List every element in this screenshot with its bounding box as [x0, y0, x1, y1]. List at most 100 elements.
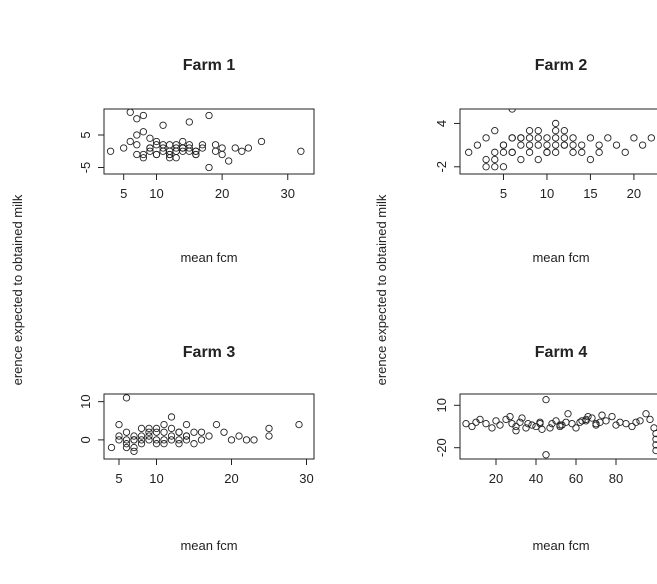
data-point: [621, 148, 629, 156]
data-point: [534, 155, 542, 164]
data-point: [576, 418, 584, 426]
data-point: [106, 147, 115, 155]
data-point: [167, 413, 176, 421]
data-point: [473, 141, 482, 149]
data-point: [165, 141, 174, 149]
data-point: [652, 435, 657, 443]
data-point: [160, 440, 168, 448]
data-point: [146, 144, 154, 152]
x-tick-label: 40: [529, 471, 543, 486]
data-point: [235, 432, 243, 440]
panel-xlabel: mean fcm: [532, 538, 589, 553]
y-tick-label: 0: [78, 436, 93, 443]
data-point: [190, 428, 198, 436]
data-point: [582, 417, 590, 425]
data-point: [595, 148, 603, 156]
data-point: [586, 155, 595, 164]
data-point: [508, 148, 516, 156]
data-point: [182, 420, 191, 429]
data-point: [528, 421, 536, 429]
data-point: [534, 127, 542, 135]
data-point: [588, 414, 596, 422]
data-point: [628, 422, 636, 431]
data-point: [512, 427, 520, 435]
data-point: [462, 420, 470, 428]
data-point: [115, 436, 123, 444]
data-point: [652, 441, 657, 449]
data-point: [152, 137, 161, 146]
data-point: [482, 163, 490, 171]
data-point: [552, 127, 560, 135]
data-point: [137, 424, 146, 433]
data-point: [525, 148, 534, 156]
data-point: [115, 432, 123, 440]
data-point: [560, 127, 568, 135]
panel-title: Farm 4: [535, 344, 588, 361]
data-point: [122, 443, 131, 452]
data-point: [159, 141, 167, 149]
data-point: [211, 141, 220, 149]
x-tick-label: 30: [299, 471, 313, 486]
data-point: [192, 147, 200, 155]
data-point: [238, 147, 246, 155]
data-point: [638, 141, 647, 149]
data-point: [482, 420, 490, 428]
data-point: [145, 424, 153, 433]
data-point: [482, 155, 490, 164]
data-point: [652, 429, 657, 438]
panel-title: Farm 2: [535, 57, 588, 74]
data-point: [167, 432, 176, 440]
data-point: [160, 420, 168, 429]
data-point: [592, 420, 600, 428]
data-point: [512, 422, 520, 431]
data-point: [152, 440, 161, 448]
data-point: [525, 141, 534, 149]
data-point: [137, 432, 146, 440]
data-point: [159, 144, 167, 152]
data-point: [499, 141, 508, 149]
data-point: [543, 148, 551, 156]
data-point: [130, 436, 138, 444]
plot-frame: [459, 393, 657, 460]
x-tick-label: 10: [149, 471, 163, 486]
data-point: [468, 422, 476, 431]
data-point: [630, 134, 638, 142]
data-point: [492, 417, 500, 425]
data-point: [227, 436, 236, 444]
panel-title: Farm 3: [183, 344, 236, 361]
data-point: [476, 415, 484, 424]
x-tick-label: 5: [120, 186, 127, 201]
data-point: [652, 446, 657, 455]
data-point: [145, 432, 153, 440]
data-point: [197, 436, 206, 444]
y-tick-label: -2: [434, 161, 449, 173]
data-point: [642, 410, 650, 418]
data-point: [185, 141, 193, 149]
data-point: [160, 436, 168, 444]
data-point: [133, 131, 141, 139]
data-point: [225, 157, 233, 165]
data-point: [552, 148, 560, 156]
data-point: [146, 147, 154, 155]
panel-farm-3: Farm 3 mean fcm 5 10 20 30 0 10: [78, 344, 315, 553]
plot-frame: [103, 393, 315, 460]
data-point: [586, 134, 595, 142]
data-point: [130, 443, 138, 452]
data-point: [242, 436, 251, 444]
data-point: [115, 420, 123, 429]
data-point: [205, 163, 213, 172]
panel-xlabel: mean fcm: [180, 538, 237, 553]
y-tick-label: -20: [434, 438, 449, 457]
data-point: [568, 420, 576, 428]
data-point: [175, 440, 183, 448]
data-point: [584, 412, 592, 421]
data-point: [516, 418, 524, 426]
data-point: [491, 155, 499, 164]
data-point: [578, 148, 586, 156]
data-point: [496, 421, 504, 429]
data-point: [556, 421, 564, 429]
data-point: [198, 141, 207, 149]
data-point: [465, 148, 473, 156]
data-point: [122, 428, 131, 436]
data-point: [139, 111, 148, 120]
